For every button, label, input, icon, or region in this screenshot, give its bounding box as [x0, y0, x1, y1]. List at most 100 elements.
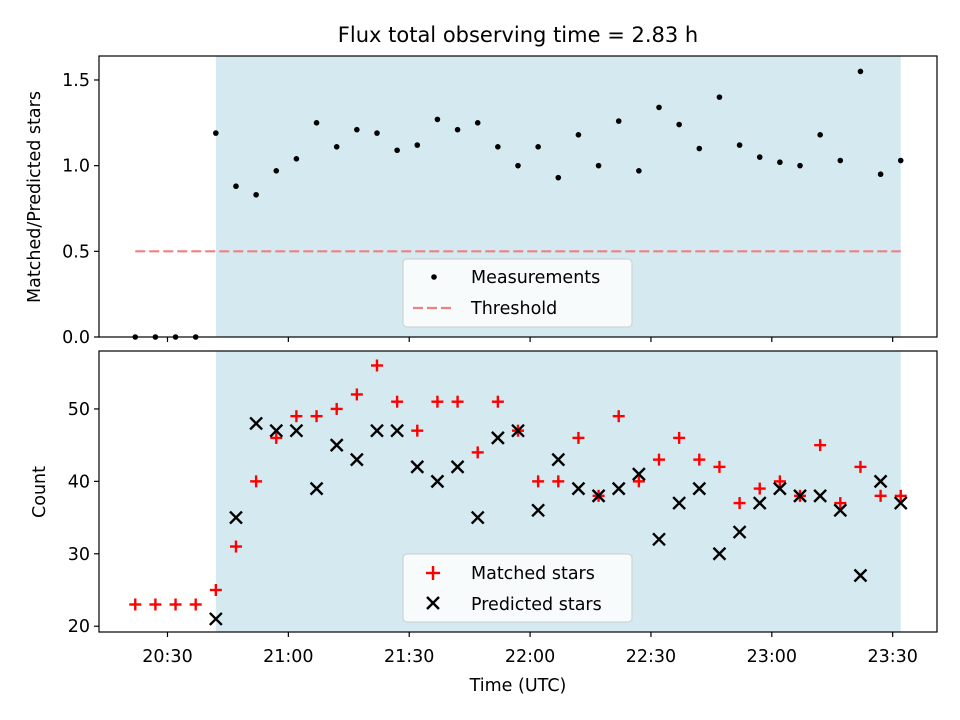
measurement-point [777, 159, 783, 166]
x-tick-label: 23:00 [747, 647, 797, 667]
x-tick-label: 22:30 [626, 647, 676, 667]
measurement-point [817, 132, 823, 138]
matched-star-point [209, 583, 222, 596]
predicted-star-point [853, 568, 868, 583]
bottom-y-axis-label: Count [30, 466, 50, 518]
predicted-star-point [511, 423, 525, 438]
matched-star-point [169, 598, 182, 611]
bottom-legend: Matched stars Predicted stars [402, 553, 633, 623]
matched-star-point [391, 395, 404, 408]
top-y-tick-label: 1.5 [62, 71, 90, 91]
matched-star-point [814, 439, 827, 452]
measurement-point [495, 144, 501, 150]
matched-star-point [250, 475, 263, 488]
matched-star-point [491, 395, 504, 408]
matched-star-point [612, 410, 625, 423]
predicted-star-point [410, 460, 425, 474]
legend-label-threshold: Threshold [470, 299, 557, 319]
measurement-point [575, 132, 582, 138]
predicted-star-point [309, 481, 324, 496]
measurement-point [736, 142, 743, 148]
predicted-star-point [470, 510, 485, 525]
matched-star-point [310, 410, 323, 423]
bottom-panel: 20 30 40 50 20:30 21:00 21:30 22:00 22:30 23:00 23… [30, 350, 938, 696]
matched-star-point [773, 475, 786, 488]
measurement-point [374, 130, 380, 136]
top-panel: Flux total observing time = 2.83 h 0.0 0.… [25, 23, 938, 348]
predicted-star-point [793, 488, 807, 503]
matched-star-point [693, 453, 706, 466]
x-tick-label: 21:00 [263, 647, 313, 667]
measurement-point [394, 147, 400, 154]
measurement-point [313, 120, 320, 126]
legend-label-predicted: Predicted stars [471, 595, 602, 615]
top-y-tick-label: 0.5 [62, 242, 90, 262]
matched-star-point [834, 497, 847, 510]
predicted-star-point [249, 416, 263, 431]
measurement-point [454, 126, 461, 133]
top-y-tick-label: 0.0 [62, 328, 90, 348]
predicted-star-point [390, 423, 404, 438]
matched-star-point [874, 489, 887, 502]
bottom-axes-frame [98, 350, 938, 633]
measurement-point [354, 126, 360, 133]
legend-marker-matched [426, 566, 440, 580]
predicted-star-point [632, 467, 646, 481]
predicted-star-point [873, 474, 888, 489]
predicted-star-point [551, 452, 566, 467]
predicted-star-point [229, 510, 243, 525]
matched-star-point [149, 598, 162, 611]
chart-title: Flux total observing time = 2.83 h [338, 23, 698, 47]
matched-star-point [673, 431, 686, 444]
predicted-star-point [893, 496, 908, 510]
x-tick-label: 20:30 [142, 647, 192, 667]
measurement-point [253, 191, 259, 198]
measurement-point [333, 144, 340, 150]
predicted-star-point [672, 496, 687, 510]
legend-marker-measurements [431, 274, 437, 280]
measurement-point [837, 157, 844, 164]
legend-marker-predicted [426, 596, 440, 610]
x-tick-label: 23:30 [867, 647, 917, 667]
predicted-star-point [430, 474, 445, 489]
predicted-star-point [732, 525, 747, 539]
matched-star-point [552, 475, 565, 488]
measurement-point [555, 174, 562, 181]
predicted-star-point [712, 546, 727, 561]
predicted-star-point [208, 612, 223, 626]
measurement-point [615, 118, 622, 124]
matched-star-point [532, 475, 545, 488]
measurement-point [857, 68, 864, 75]
top-axes-frame [98, 55, 938, 338]
measurement-point [676, 121, 682, 128]
predicted-star-point [692, 481, 707, 496]
predicted-star-point [450, 460, 465, 474]
measurement-point [797, 162, 803, 169]
x-tick-label: 22:00 [505, 647, 555, 667]
measurement-point [897, 157, 904, 164]
matched-star-point [713, 460, 726, 473]
matched-star-point [290, 410, 303, 423]
measurement-point [636, 167, 642, 174]
measurement-point [696, 145, 703, 152]
measurement-point [515, 162, 521, 169]
matched-star-point [270, 431, 283, 444]
predicted-star-point [611, 481, 626, 496]
top-y-axis-label: Matched/Predicted stars [25, 91, 45, 303]
predicted-star-point [591, 488, 606, 503]
matched-star-point [189, 598, 202, 611]
matched-star-point [854, 460, 867, 473]
legend-label-matched: Matched stars [471, 564, 595, 584]
measurement-point [877, 171, 884, 178]
predicted-star-point [349, 452, 364, 467]
top-legend-box [402, 258, 633, 328]
matched-star-point [431, 395, 444, 408]
predicted-star-point [652, 532, 666, 547]
measurement-point [233, 183, 239, 190]
bottom-y-tick-label: 50 [68, 400, 90, 420]
top-y-tick-label: 1.0 [62, 157, 90, 177]
matched-star-point [753, 482, 766, 495]
predicted-star-point [833, 503, 848, 518]
matched-star-point [350, 388, 363, 401]
